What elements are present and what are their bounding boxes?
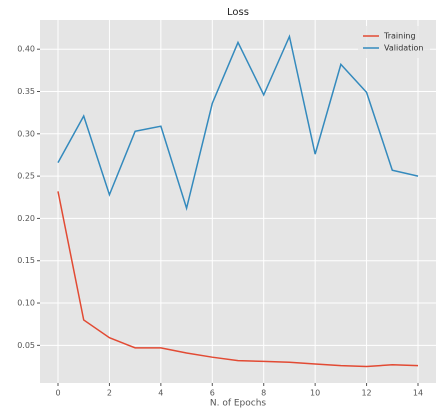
y-tick-label: 0.05 xyxy=(17,341,35,350)
y-tick-label: 0.35 xyxy=(17,87,35,96)
x-axis-label: N. of Epochs xyxy=(210,399,267,409)
y-tick-label: 0.15 xyxy=(17,256,35,265)
legend: Training Validation xyxy=(358,26,430,58)
line xyxy=(57,191,419,368)
x-tick-label: 2 xyxy=(107,389,112,398)
chart-title: Loss xyxy=(227,7,249,18)
x-tick-label: 14 xyxy=(413,389,423,398)
line xyxy=(57,34,419,212)
x-tick-label: 6 xyxy=(210,389,215,398)
y-tick-label: 0.10 xyxy=(17,299,35,308)
x-tick-label: 10 xyxy=(310,389,320,398)
plot-area xyxy=(40,20,436,383)
legend-label: Training xyxy=(383,32,416,41)
y-tick-label: 0.40 xyxy=(17,45,35,54)
x-tick-label: 12 xyxy=(361,389,371,398)
y-tick-label: 0.25 xyxy=(17,172,35,181)
x-tick-label: 4 xyxy=(158,389,163,398)
legend-label: Validation xyxy=(384,44,424,53)
y-tick-label: 0.30 xyxy=(17,129,35,138)
x-tick-label: 0 xyxy=(55,389,60,398)
x-tick-label: 8 xyxy=(261,389,266,398)
legend-box xyxy=(358,26,430,58)
y-tick-label: 0.20 xyxy=(17,214,35,223)
